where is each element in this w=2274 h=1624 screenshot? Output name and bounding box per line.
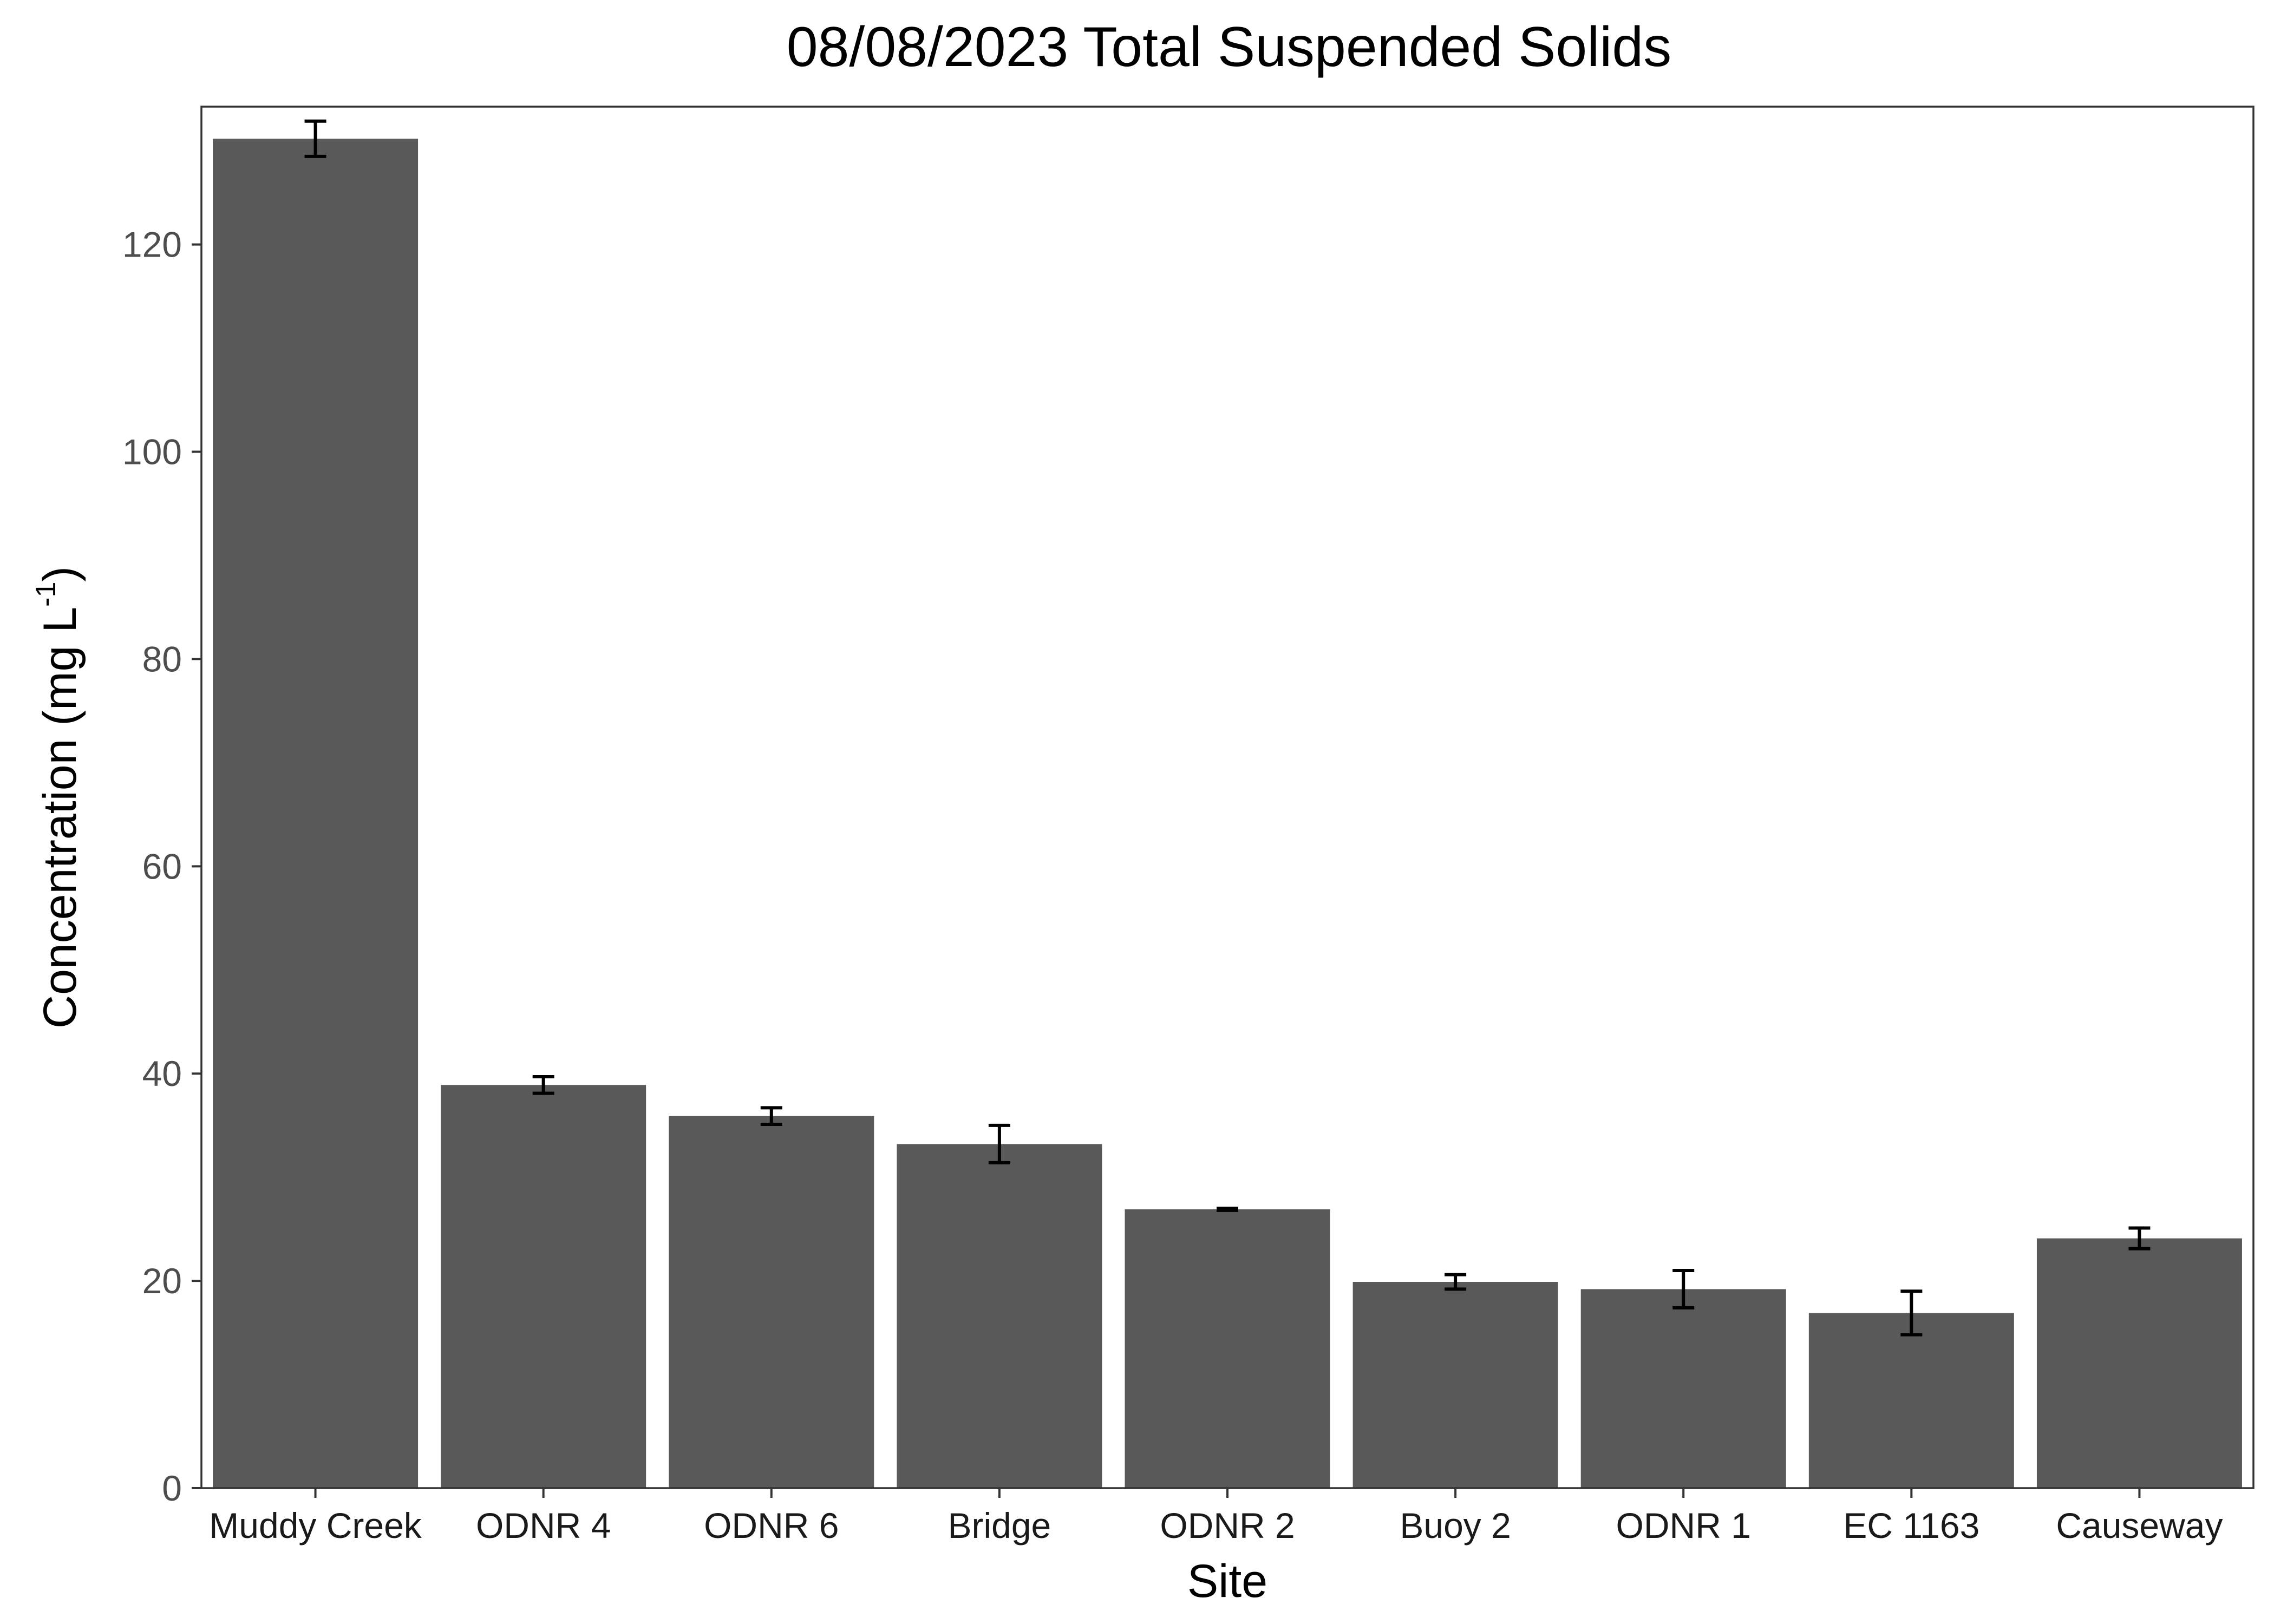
error-bar <box>1445 1273 1467 1291</box>
error-bar <box>304 119 326 158</box>
y-tick-label: 120 <box>122 225 182 265</box>
x-tick-label: ODNR 1 <box>1616 1505 1751 1546</box>
error-bar <box>1900 1289 1923 1337</box>
x-tick-label: Buoy 2 <box>1400 1505 1511 1546</box>
y-axis-title-superscript: -1 <box>30 582 62 607</box>
bar <box>1808 1313 2014 1488</box>
x-tick-label: ODNR 6 <box>704 1505 839 1546</box>
y-axis-title-main: Concentration (mg L <box>34 607 86 1029</box>
bar <box>213 139 419 1488</box>
chart-title: 08/08/2023 Total Suspended Solids <box>787 16 1672 78</box>
x-tick-label: EC 1163 <box>1843 1505 1979 1546</box>
y-tick-label: 60 <box>142 846 182 886</box>
y-tick-label: 80 <box>142 639 182 679</box>
error-bar <box>760 1106 782 1127</box>
bar <box>1352 1282 1558 1488</box>
x-tick-label: ODNR 2 <box>1160 1505 1295 1546</box>
x-axis-title: Site <box>1187 1555 1267 1607</box>
bar <box>2036 1238 2242 1488</box>
x-tick-label: Causeway <box>2056 1505 2223 1546</box>
y-axis: 0 20 40 60 80 100 120 <box>122 225 201 1508</box>
bar <box>441 1085 646 1488</box>
x-tick-label: Bridge <box>948 1505 1051 1546</box>
y-tick-label: 40 <box>142 1053 182 1093</box>
y-tick-label: 100 <box>122 432 182 472</box>
error-bar <box>988 1123 1010 1164</box>
y-tick-label: 20 <box>142 1261 182 1301</box>
x-tick-label: Muddy Creek <box>209 1505 422 1546</box>
x-tick-label: ODNR 4 <box>476 1505 611 1546</box>
y-tick-label: 0 <box>162 1468 182 1508</box>
bar <box>897 1144 1102 1488</box>
error-bar <box>1672 1268 1695 1309</box>
y-axis-title-suffix: ) <box>34 566 86 582</box>
bar <box>669 1116 874 1488</box>
bar <box>1580 1289 1786 1488</box>
bar <box>1125 1209 1330 1488</box>
error-bar <box>532 1075 554 1095</box>
x-axis: Muddy Creek ODNR 4 ODNR 6 Bridge ODNR 2 Buoy … <box>209 1488 2223 1546</box>
error-bar <box>1217 1207 1238 1212</box>
bars <box>213 139 2242 1488</box>
y-axis-title: Concentration (mg L-1) <box>30 566 86 1029</box>
error-bars <box>304 119 2151 1337</box>
error-bar <box>2128 1226 2151 1250</box>
